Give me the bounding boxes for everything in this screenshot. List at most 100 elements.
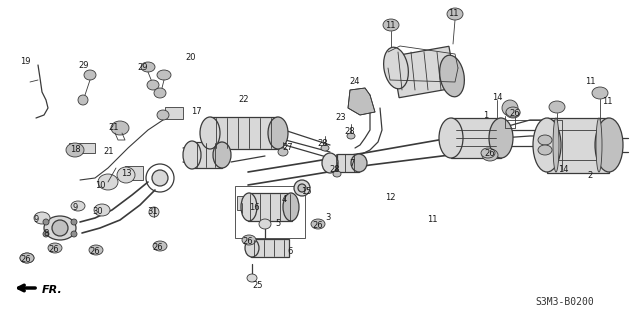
Ellipse shape [489, 118, 513, 158]
Ellipse shape [141, 62, 155, 72]
Ellipse shape [154, 88, 166, 98]
Ellipse shape [502, 100, 518, 116]
Text: 8: 8 [44, 229, 49, 238]
Ellipse shape [241, 193, 257, 221]
Bar [69, 143, 95, 153]
Ellipse shape [247, 274, 257, 282]
Text: 11: 11 [602, 98, 612, 107]
Ellipse shape [89, 245, 103, 255]
Ellipse shape [383, 19, 399, 31]
Ellipse shape [242, 235, 256, 245]
Text: 24: 24 [349, 78, 360, 86]
Ellipse shape [481, 148, 495, 158]
Text: 3: 3 [325, 213, 331, 223]
Ellipse shape [149, 207, 159, 217]
Text: 14: 14 [557, 165, 568, 175]
Bar [235, 186, 305, 238]
Bar [337, 154, 359, 172]
Bar [237, 196, 247, 210]
Ellipse shape [506, 108, 520, 118]
Text: 26: 26 [484, 149, 495, 158]
Ellipse shape [533, 118, 561, 172]
Ellipse shape [482, 149, 498, 161]
Text: 11: 11 [448, 10, 458, 18]
Text: 28: 28 [345, 128, 355, 136]
Text: 26: 26 [509, 108, 520, 117]
Bar [210, 117, 278, 149]
Ellipse shape [439, 118, 463, 158]
Polygon shape [348, 88, 375, 115]
Text: 22: 22 [239, 95, 249, 105]
Text: 17: 17 [191, 107, 202, 116]
Ellipse shape [447, 8, 463, 20]
Text: 26: 26 [49, 245, 60, 254]
Text: 19: 19 [20, 58, 30, 66]
Ellipse shape [538, 135, 552, 145]
Ellipse shape [44, 216, 76, 240]
Text: 14: 14 [492, 93, 502, 102]
Text: 23: 23 [336, 114, 346, 122]
Ellipse shape [333, 171, 341, 177]
Ellipse shape [66, 143, 84, 157]
Text: 10: 10 [95, 181, 105, 190]
Ellipse shape [538, 145, 552, 155]
Ellipse shape [506, 107, 520, 117]
Text: 29: 29 [79, 60, 89, 70]
Bar [165, 107, 183, 119]
Ellipse shape [245, 239, 259, 257]
Text: 27: 27 [283, 143, 293, 153]
Bar [451, 118, 501, 158]
Bar [547, 117, 609, 172]
Ellipse shape [71, 201, 85, 211]
Text: 30: 30 [93, 208, 103, 217]
Text: 12: 12 [385, 193, 396, 203]
Ellipse shape [78, 95, 88, 105]
Text: 15: 15 [301, 186, 311, 196]
Text: S3M3-B0200: S3M3-B0200 [536, 297, 595, 307]
Ellipse shape [98, 174, 118, 190]
Text: 9: 9 [33, 216, 38, 225]
Text: 9: 9 [72, 204, 77, 212]
Text: 7: 7 [349, 158, 355, 168]
Text: 11: 11 [385, 20, 396, 30]
Text: 29: 29 [138, 63, 148, 72]
Text: 26: 26 [243, 238, 253, 246]
Ellipse shape [311, 219, 325, 229]
Bar [248, 193, 292, 221]
Ellipse shape [157, 70, 171, 80]
Bar [251, 239, 289, 257]
Ellipse shape [111, 121, 129, 135]
Ellipse shape [351, 154, 367, 172]
Text: 1: 1 [483, 110, 488, 120]
Text: 11: 11 [585, 78, 595, 86]
Ellipse shape [213, 142, 231, 168]
Text: 31: 31 [148, 208, 158, 217]
Text: 13: 13 [121, 169, 131, 178]
Text: FR.: FR. [42, 285, 63, 295]
Text: 20: 20 [186, 52, 196, 61]
Ellipse shape [20, 253, 34, 263]
Ellipse shape [592, 87, 608, 99]
Text: 6: 6 [287, 247, 292, 257]
Ellipse shape [259, 219, 271, 229]
Bar [125, 166, 143, 180]
Ellipse shape [553, 118, 559, 172]
Ellipse shape [94, 204, 110, 216]
Text: 26: 26 [20, 255, 31, 265]
Text: 28: 28 [317, 140, 328, 149]
Ellipse shape [596, 118, 602, 172]
Text: 5: 5 [275, 219, 280, 229]
Text: 16: 16 [249, 204, 259, 212]
Ellipse shape [322, 153, 338, 173]
Text: 18: 18 [70, 144, 80, 154]
Ellipse shape [84, 70, 96, 80]
Text: 25: 25 [253, 280, 263, 289]
Ellipse shape [117, 167, 135, 183]
Text: 26: 26 [90, 247, 100, 257]
Ellipse shape [294, 180, 310, 196]
Ellipse shape [383, 47, 408, 89]
Text: 26: 26 [313, 220, 323, 230]
Ellipse shape [268, 117, 288, 149]
Bar [392, 46, 456, 98]
Ellipse shape [34, 212, 50, 224]
